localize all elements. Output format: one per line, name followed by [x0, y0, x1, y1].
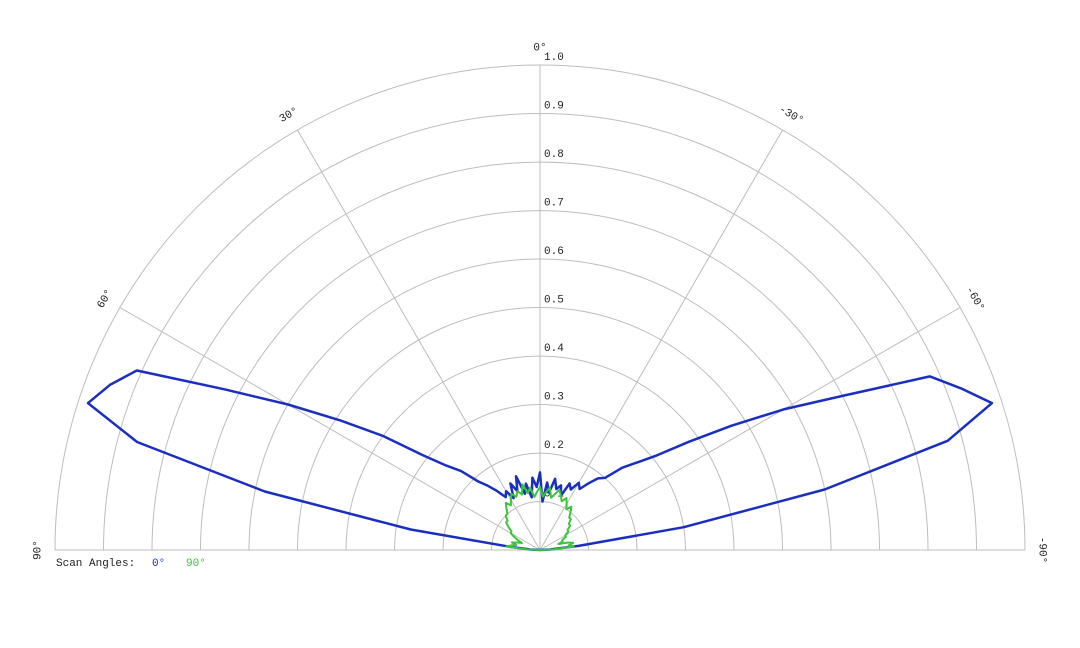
- r-tick-label: 0.7: [544, 198, 564, 210]
- legend-title: Scan Angles:: [56, 558, 135, 570]
- grid-spoke: [539, 129, 783, 551]
- r-tick-label: 0.4: [544, 343, 564, 355]
- grid-spoke: [539, 307, 961, 551]
- series-line: [86, 369, 994, 552]
- theta-tick-label: -60°: [963, 285, 987, 314]
- theta-tick-label: -90°: [1036, 537, 1048, 563]
- theta-tick-label: 30°: [278, 105, 301, 125]
- legend-entry: 0°: [152, 558, 165, 570]
- grid-spoke: [297, 129, 541, 551]
- r-tick-label: 0.8: [544, 149, 564, 161]
- theta-tick-label: 90°: [32, 540, 44, 560]
- r-tick-label: 0.3: [544, 392, 564, 404]
- theta-tick-label: 60°: [95, 288, 115, 311]
- legend-entry: 90°: [186, 558, 206, 570]
- r-tick-label: 1.0: [544, 52, 564, 64]
- r-tick-label: 0.2: [544, 440, 564, 452]
- series-line: [504, 483, 575, 551]
- theta-tick-label: 0°: [533, 42, 546, 54]
- grid-spoke: [119, 307, 541, 551]
- r-tick-label: 0.5: [544, 295, 564, 307]
- theta-tick-label: -30°: [776, 104, 805, 128]
- r-tick-label: 0.6: [544, 246, 564, 258]
- r-tick-label: 0.9: [544, 101, 564, 113]
